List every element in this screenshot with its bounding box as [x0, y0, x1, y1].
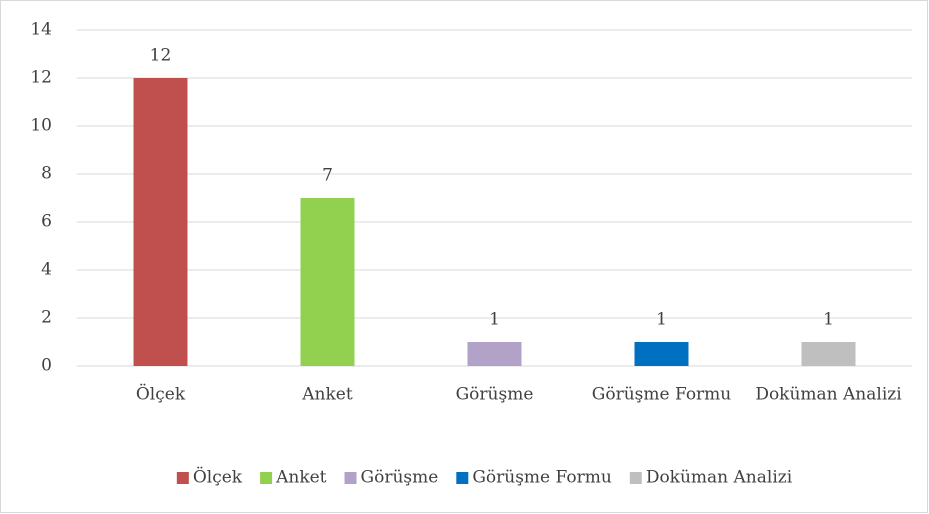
data-label: 7 — [322, 166, 333, 186]
data-label: 1 — [489, 310, 500, 330]
y-tick-label: 8 — [41, 164, 52, 184]
legend-label: Ölçek — [193, 467, 243, 488]
legend-swatch — [344, 472, 357, 484]
y-tick-label: 14 — [30, 20, 52, 40]
legend-label: Anket — [275, 468, 327, 488]
bar — [801, 342, 856, 366]
legend-swatch — [260, 472, 273, 484]
bar — [467, 342, 522, 366]
x-tick-label: Görüşme Formu — [592, 385, 732, 405]
data-label: 12 — [150, 46, 172, 66]
bar — [133, 78, 188, 366]
y-tick-label: 2 — [41, 308, 52, 328]
x-tick-label: Görüşme — [456, 385, 534, 405]
legend-swatch — [629, 472, 642, 484]
x-tick-label: Anket — [301, 385, 353, 405]
legend-swatch — [456, 472, 469, 484]
y-tick-label: 10 — [30, 116, 52, 136]
legend-label: Görüşme — [361, 468, 439, 488]
legend: Ölçek Anket Görüşme Görüşme Formu Doküman An… — [176, 467, 793, 488]
bar — [300, 198, 355, 366]
legend-swatch — [176, 472, 189, 484]
y-tick-label: 0 — [41, 356, 52, 376]
y-tick-label: 4 — [41, 260, 52, 280]
data-label: 1 — [656, 310, 667, 330]
legend-label: Görüşme Formu — [472, 468, 612, 488]
y-tick-label: 6 — [41, 212, 52, 232]
x-tick-label: Doküman Analizi — [755, 385, 902, 405]
y-tick-label: 12 — [30, 68, 52, 88]
legend-label: Doküman Analizi — [646, 468, 793, 488]
bar — [634, 342, 689, 366]
x-tick-label: Ölçek — [136, 384, 186, 405]
data-label: 1 — [823, 310, 834, 330]
